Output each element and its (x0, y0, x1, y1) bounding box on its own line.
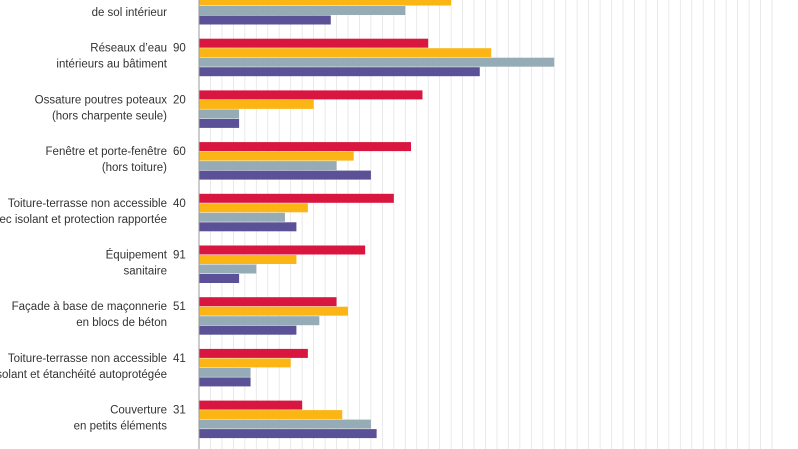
bar-0-3 (199, 15, 331, 25)
category-number-6: 51 (173, 301, 186, 313)
bar-1-0 (199, 38, 429, 48)
bar-7-2 (199, 367, 251, 377)
category-label-6-line-1: en blocs de béton (76, 317, 167, 329)
category-label-4-line-1: avec isolant et protection rapportée (0, 214, 167, 226)
bar-4-2 (199, 212, 285, 222)
bar-3-1 (199, 151, 354, 161)
bar-4-0 (199, 193, 394, 203)
category-number-3: 60 (173, 146, 186, 158)
bar-1-2 (199, 57, 555, 67)
category-number-1: 90 (173, 43, 186, 55)
bar-1-1 (199, 48, 492, 58)
bar-4-3 (199, 222, 297, 232)
bar-7-0 (199, 348, 308, 358)
category-labels: Revêtement de sol intérieur 74 Réseaux d’ea… (0, 0, 186, 433)
category-label-3-line-0: Fenêtre et porte-fenêtre (46, 146, 167, 158)
bar-2-1 (199, 99, 314, 109)
bar-8-0 (199, 400, 303, 410)
bar-8-3 (199, 429, 377, 439)
bar-6-3 (199, 325, 297, 335)
category-number-8: 31 (173, 405, 186, 417)
bar-5-0 (199, 245, 366, 255)
bar-5-3 (199, 274, 240, 283)
category-label-5-line-1: sanitaire (124, 266, 167, 278)
category-label-2-line-1: (hors charpente seule) (52, 110, 167, 122)
category-label-2-line-0: Ossature poutres poteaux (35, 94, 168, 106)
category-number-4: 40 (173, 198, 186, 210)
bar-5-2 (199, 264, 257, 274)
bar-6-1 (199, 306, 348, 316)
bar-2-0 (199, 90, 423, 100)
category-label-8-line-1: en petits éléments (74, 421, 168, 433)
category-label-7-line-1: avec isolant et étanchéité autoprotégée (0, 369, 167, 381)
bar-0-1 (199, 0, 452, 6)
bar-3-0 (199, 142, 412, 152)
category-number-5: 91 (173, 250, 186, 262)
bar-5-1 (199, 255, 297, 264)
bar-6-0 (199, 297, 337, 307)
category-label-5-line-0: Équipement (106, 249, 168, 262)
bar-4-1 (199, 203, 308, 213)
bar-0-2 (199, 6, 406, 15)
category-label-0-line-1: de sol intérieur (92, 7, 168, 19)
category-label-0-line-0: Revêtement (105, 0, 168, 3)
category-number-0: 74 (173, 0, 186, 3)
bar-7-1 (199, 358, 291, 368)
bar-3-2 (199, 161, 337, 171)
bar-7-3 (199, 377, 251, 387)
category-label-4-line-0: Toiture-terrasse non accessible (8, 198, 167, 210)
category-label-8-line-0: Couverture (110, 405, 167, 417)
category-label-6-line-0: Façade à base de maçonnerie (12, 301, 167, 313)
bar-8-1 (199, 410, 343, 420)
category-label-3-line-1: (hors toiture) (102, 162, 167, 174)
bar-3-3 (199, 170, 371, 180)
category-label-7-line-0: Toiture-terrasse non accessible (8, 353, 167, 365)
category-number-7: 41 (173, 353, 186, 365)
bar-1-3 (199, 67, 480, 77)
bar-2-3 (199, 118, 240, 128)
category-number-2: 20 (173, 94, 186, 106)
bars (199, 0, 555, 439)
bar-2-2 (199, 109, 240, 119)
category-label-1-line-1: intérieurs au bâtiment (56, 59, 167, 71)
bar-8-2 (199, 419, 371, 429)
category-label-1-line-0: Réseaux d’eau (90, 43, 167, 55)
bar-6-2 (199, 316, 320, 326)
